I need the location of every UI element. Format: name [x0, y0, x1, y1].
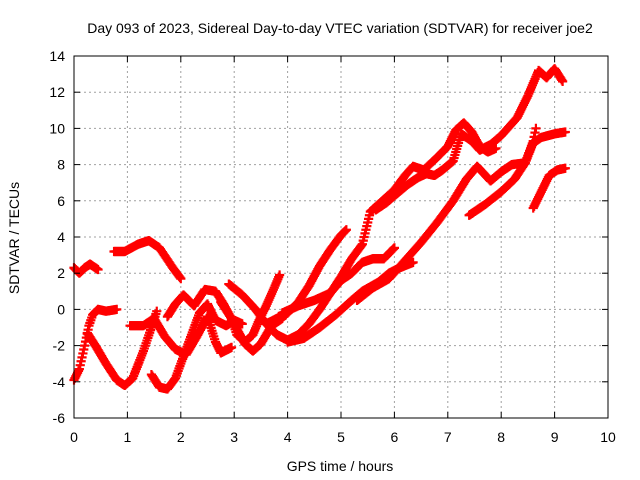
data-point [558, 76, 568, 86]
x-tick-label: 3 [230, 429, 238, 445]
x-tick-label: 6 [391, 429, 399, 445]
y-tick-label: 12 [49, 84, 65, 100]
series-track-o [464, 123, 541, 220]
data-point [341, 225, 351, 235]
x-tick-label: 2 [177, 429, 185, 445]
series-track-b [69, 259, 103, 278]
data-point [389, 243, 399, 253]
data-point [560, 163, 570, 173]
series-track-g [162, 284, 287, 356]
series-track-j [261, 225, 351, 329]
x-tick-label: 5 [337, 429, 345, 445]
series-track-c [82, 306, 162, 391]
data-point [531, 123, 541, 133]
y-tick-label: -2 [53, 338, 66, 354]
data-point [408, 257, 418, 267]
x-tick-label: 7 [444, 429, 452, 445]
x-tick-label: 0 [70, 429, 78, 445]
data-point [176, 274, 186, 284]
series-track-p [528, 163, 570, 213]
data-point [560, 127, 570, 137]
y-tick-label: -4 [53, 374, 66, 390]
x-tick-label: 4 [284, 429, 292, 445]
series-track-n [352, 127, 570, 305]
chart-title: Day 093 of 2023, Sidereal Day-to-day VTE… [87, 20, 593, 36]
data-point [112, 304, 122, 314]
y-tick-label: 10 [49, 120, 65, 136]
x-tick-label: 8 [497, 429, 505, 445]
y-tick-label: 14 [49, 48, 65, 64]
data-point [237, 319, 247, 329]
y-tick-label: 6 [57, 193, 65, 209]
data-point [226, 342, 237, 353]
y-tick-label: 8 [57, 157, 65, 173]
y-tick-labels: -6 -4 -2 0 2 4 6 8 10 12 14 [49, 48, 65, 426]
data-point [274, 270, 285, 280]
data-point [93, 264, 103, 275]
y-tick-label: 2 [57, 265, 65, 281]
x-tick-labels: 0 1 2 3 4 5 6 7 8 9 10 [70, 429, 616, 445]
x-axis-label: GPS time / hours [287, 458, 394, 474]
y-axis-label: SDTVAR / TECUs [6, 182, 22, 294]
series-track-d [109, 236, 186, 284]
data-point [491, 143, 501, 153]
x-tick-label: 10 [600, 429, 616, 445]
data-series [69, 64, 570, 394]
x-tick-label: 9 [551, 429, 559, 445]
y-tick-label: 0 [57, 301, 65, 317]
x-tick-label: 1 [124, 429, 132, 445]
y-tick-label: -6 [53, 410, 66, 426]
data-point [152, 306, 162, 316]
axis-ticks [73, 55, 609, 419]
series-track-m [371, 64, 568, 215]
y-tick-label: 4 [57, 229, 65, 245]
